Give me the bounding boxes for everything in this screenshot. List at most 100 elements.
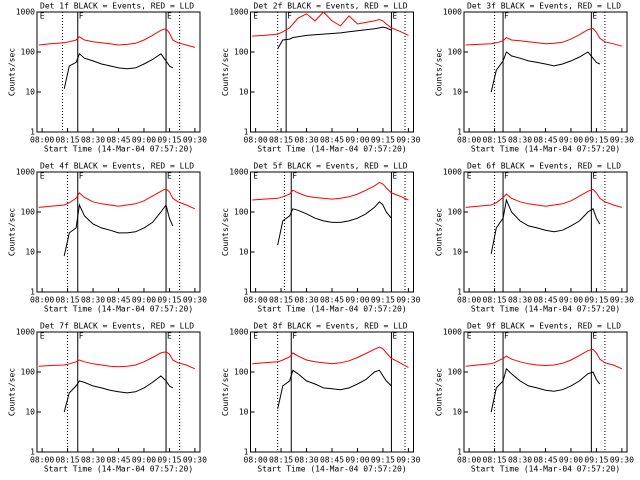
y-axis-label: Counts/sec [8, 48, 17, 96]
time-marker-label: F [79, 332, 84, 341]
y-tick-label: 1000 [443, 168, 462, 177]
time-marker-label: E [467, 172, 472, 181]
x-axis-label: Start Time (14-Mar-04 07:57:20) [471, 145, 620, 154]
time-marker-label: E [40, 332, 45, 341]
y-tick-label: 10 [25, 248, 35, 257]
x-tick-label: 09:30 [183, 296, 207, 305]
series-line [63, 52, 174, 89]
panel-title: Det 1f BLACK = Events, RED = LLD [40, 2, 194, 11]
panel-title: Det 6f BLACK = Events, RED = LLD [467, 162, 621, 171]
y-tick-label: 10 [239, 248, 249, 257]
time-marker-label: E [392, 332, 397, 341]
y-tick-label: 1000 [16, 168, 35, 177]
panel: Det 6f BLACK = Events, RED = LLD 1 10 100 10… [435, 162, 635, 314]
time-marker-label: E [253, 12, 258, 21]
x-tick-label: 08:30 [508, 296, 532, 305]
x-tick-label: 09:30 [610, 456, 634, 465]
y-tick-label: 1000 [229, 8, 248, 17]
x-tick-label: 08:00 [457, 136, 481, 145]
time-marker-label: E [40, 172, 45, 181]
x-tick-label: 08:30 [81, 296, 105, 305]
series-line [38, 351, 196, 370]
series-line [252, 11, 409, 37]
x-axis-label: Start Time (14-Mar-04 07:57:20) [257, 305, 406, 314]
x-tick-label: 08:15 [269, 456, 293, 465]
x-tick-label: 08:00 [244, 296, 268, 305]
x-tick-label: 09:15 [157, 456, 181, 465]
x-tick-label: 09:30 [610, 136, 634, 145]
x-tick-label: 08:00 [30, 296, 54, 305]
x-tick-label: 09:15 [584, 136, 608, 145]
x-tick-label: 08:45 [533, 136, 557, 145]
series-line [490, 51, 601, 93]
y-tick-label: 1 [244, 288, 249, 297]
x-tick-label: 09:30 [183, 136, 207, 145]
panel-title: Det 9f BLACK = Events, RED = LLD [467, 322, 621, 331]
x-tick-label: 08:30 [81, 456, 105, 465]
x-tick-label: 08:15 [269, 136, 293, 145]
y-axis-label: Counts/sec [435, 368, 444, 416]
y-tick-label: 10 [25, 88, 35, 97]
time-marker-label: E [467, 332, 472, 341]
series-line [277, 201, 392, 246]
x-tick-label: 09:15 [371, 136, 395, 145]
series-line [63, 375, 174, 413]
x-tick-label: 08:00 [457, 296, 481, 305]
x-tick-label: 08:00 [457, 456, 481, 465]
x-axis-label: Start Time (14-Mar-04 07:57:20) [44, 465, 193, 474]
time-marker-label: F [79, 172, 84, 181]
x-tick-label: 09:15 [371, 296, 395, 305]
x-axis-label: Start Time (14-Mar-04 07:57:20) [471, 305, 620, 314]
panel-title: Det 8f BLACK = Events, RED = LLD [254, 322, 408, 331]
x-tick-label: 08:30 [294, 456, 318, 465]
x-tick-label: 08:30 [294, 136, 318, 145]
x-tick-label: 09:00 [559, 456, 583, 465]
series-line [63, 203, 174, 257]
y-tick-label: 1 [457, 288, 462, 297]
series-line [38, 28, 196, 48]
time-marker-label: E [392, 172, 397, 181]
series-line [465, 348, 623, 370]
x-tick-label: 09:00 [559, 136, 583, 145]
x-tick-label: 08:00 [244, 136, 268, 145]
panel: Det 8f BLACK = Events, RED = LLD 1 10 100 10… [221, 322, 421, 474]
y-tick-label: 1 [244, 128, 249, 137]
y-axis-label: Counts/sec [221, 208, 230, 256]
x-tick-label: 09:00 [345, 456, 369, 465]
y-tick-label: 10 [452, 88, 462, 97]
x-tick-label: 08:15 [483, 136, 507, 145]
x-tick-label: 09:30 [183, 456, 207, 465]
y-tick-label: 10 [452, 248, 462, 257]
panel-title: Det 5f BLACK = Events, RED = LLD [254, 162, 408, 171]
x-tick-label: 09:15 [584, 456, 608, 465]
x-tick-label: 08:15 [483, 296, 507, 305]
time-marker-label: F [504, 12, 509, 21]
panel-title: Det 3f BLACK = Events, RED = LLD [467, 2, 621, 11]
x-tick-label: 09:15 [584, 296, 608, 305]
x-tick-label: 09:30 [396, 296, 420, 305]
panel-title: Det 2f BLACK = Events, RED = LLD [254, 2, 408, 11]
x-tick-label: 08:45 [320, 456, 344, 465]
x-axis-label: Start Time (14-Mar-04 07:57:20) [44, 305, 193, 314]
x-tick-label: 09:30 [396, 136, 420, 145]
time-marker-label: E [253, 172, 258, 181]
x-tick-label: 08:45 [106, 136, 130, 145]
time-marker-label: E [167, 12, 172, 21]
y-tick-label: 10 [25, 408, 35, 417]
series-line [465, 27, 623, 47]
time-marker-label: E [592, 172, 597, 181]
x-tick-label: 08:15 [56, 136, 80, 145]
panel-title: Det 7f BLACK = Events, RED = LLD [40, 322, 194, 331]
x-axis-label: Start Time (14-Mar-04 07:57:20) [257, 465, 406, 474]
x-tick-label: 09:30 [396, 456, 420, 465]
y-axis-label: Counts/sec [221, 48, 230, 96]
y-axis-label: Counts/sec [8, 368, 17, 416]
x-tick-label: 08:45 [533, 296, 557, 305]
x-tick-label: 08:15 [56, 296, 80, 305]
time-marker-label: E [592, 332, 597, 341]
y-tick-label: 10 [452, 408, 462, 417]
x-tick-label: 08:45 [106, 456, 130, 465]
x-tick-label: 08:15 [56, 456, 80, 465]
series-line [490, 367, 601, 413]
time-marker-label: E [392, 12, 397, 21]
